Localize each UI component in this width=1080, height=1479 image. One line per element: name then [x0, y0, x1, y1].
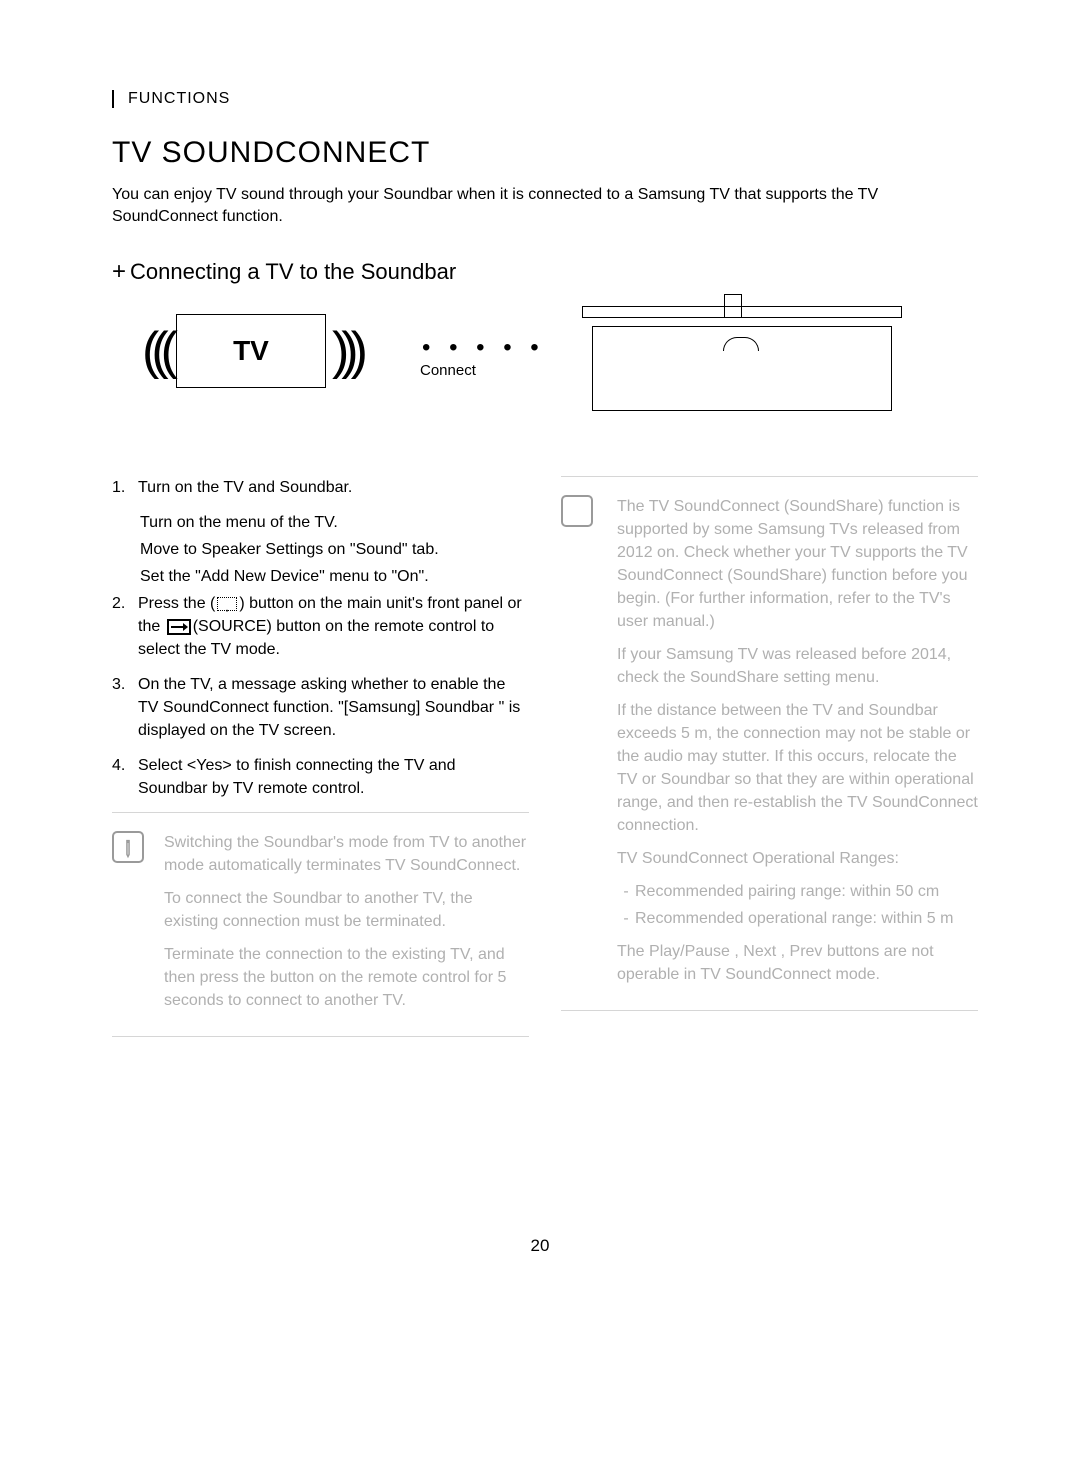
divider [561, 1010, 978, 1011]
step-subitem: Move to Speaker Settings on "Sound" tab. [112, 538, 529, 561]
divider [561, 476, 978, 477]
panel-button-icon [217, 597, 237, 611]
divider [112, 1036, 529, 1037]
step-text: Turn on the TV and Soundbar. [138, 476, 529, 499]
connection-dots: • • • • • [422, 334, 545, 362]
instruction-item: 2. Press the () button on the main unit'… [112, 592, 529, 661]
note-bullet: -Recommended pairing range: within 50 cm [617, 880, 978, 903]
page-title: TV SOUNDCONNECT [112, 136, 978, 170]
note-paragraph: To connect the Soundbar to another TV, t… [164, 887, 529, 933]
step-number: 3. [112, 673, 138, 742]
note-paragraph: The TV SoundConnect (SoundShare) functio… [617, 495, 978, 633]
instruction-item: 4. Select <Yes> to finish connecting the… [112, 754, 529, 800]
instruction-item: 1. Turn on the TV and Soundbar. [112, 476, 529, 499]
note-info-icon [561, 495, 593, 527]
note-pencil-icon [112, 831, 144, 863]
connection-diagram: ((( TV ))) • • • • • Connect [112, 306, 978, 436]
page-number: 20 [0, 1236, 1080, 1256]
instruction-item: 3. On the TV, a message asking whether t… [112, 673, 529, 742]
note-paragraph: TV SoundConnect Operational Ranges: [617, 847, 978, 870]
note-paragraph: If your Samsung TV was released before 2… [617, 643, 978, 689]
note-bullet: -Recommended operational range: within 5… [617, 907, 978, 930]
right-notes: The TV SoundConnect (SoundShare) functio… [617, 495, 978, 996]
divider [112, 812, 529, 813]
connect-label: Connect [420, 362, 476, 379]
step-text: Select <Yes> to finish connecting the TV… [138, 754, 529, 800]
step-number: 1. [112, 476, 138, 499]
section-label: FUNCTIONS [112, 90, 978, 108]
step-subitem: Turn on the menu of the TV. [112, 511, 529, 534]
instruction-list: 1. Turn on the TV and Soundbar. Turn on … [112, 476, 529, 800]
subheading: +Connecting a TV to the Soundbar [112, 258, 978, 286]
step-number: 4. [112, 754, 138, 800]
note-paragraph: Terminate the connection to the existing… [164, 943, 529, 1012]
note-paragraph: If the distance between the TV and Sound… [617, 699, 978, 837]
plus-icon: + [112, 258, 126, 285]
note-paragraph: The Play/Pause , Next , Prev buttons are… [617, 940, 978, 986]
note-paragraph: Switching the Soundbar's mode from TV to… [164, 831, 529, 877]
left-notes: Switching the Soundbar's mode from TV to… [164, 831, 529, 1022]
source-button-icon [167, 619, 191, 635]
step-number: 2. [112, 592, 138, 661]
intro-paragraph: You can enjoy TV sound through your Soun… [112, 184, 978, 228]
step-text: On the TV, a message asking whether to e… [138, 673, 529, 742]
tv-box: TV [176, 314, 326, 388]
step-text: Press the () button on the main unit's f… [138, 592, 529, 661]
waves-right-icon: ))) [332, 321, 360, 381]
step-subitem: Set the "Add New Device" menu to "On". [112, 565, 529, 588]
subheading-text: Connecting a TV to the Soundbar [130, 259, 456, 284]
waves-left-icon: ((( [142, 321, 170, 381]
tv-label: TV [233, 335, 269, 367]
